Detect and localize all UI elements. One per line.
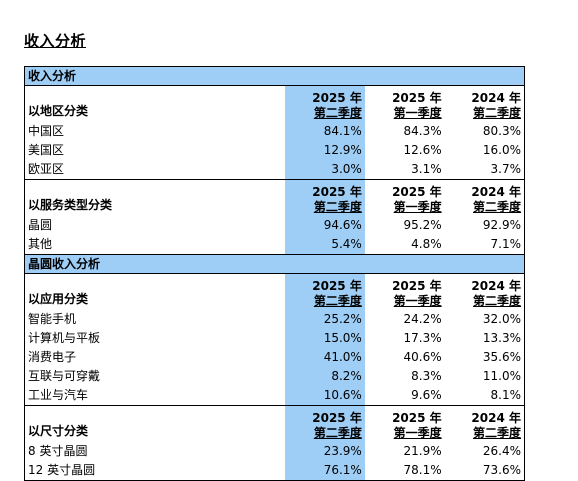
row-label: 其他 <box>24 235 285 255</box>
cell-value: 23.9% <box>285 442 365 461</box>
column-header: 2024 年第二季度 <box>444 405 525 442</box>
cell-value: 40.6% <box>403 350 442 364</box>
cell-value: 9.6% <box>364 386 445 406</box>
column-header: 2025 年第二季度 <box>285 85 365 122</box>
row-label: 工业与汽车 <box>24 386 285 406</box>
table-row: 智能手机 25.2% 24.2% 32.0% <box>24 310 525 329</box>
cell-value: 21.9% <box>403 444 442 458</box>
row-label: 12 英寸晶圆 <box>24 461 285 481</box>
row-label: 8 英寸晶圆 <box>24 442 285 461</box>
section-title-row: 晶圆收入分析 <box>24 254 525 274</box>
cell-value: 25.2% <box>285 310 365 329</box>
column-header: 2024 年第二季度 <box>444 85 525 122</box>
cell-value: 17.3% <box>403 331 442 345</box>
cell-value: 32.0% <box>444 310 525 329</box>
table-row: 计算机与平板 15.0% 17.3% 13.3% <box>24 329 525 348</box>
row-label: 消费电子 <box>24 348 285 367</box>
cell-value: 3.0% <box>285 160 365 180</box>
table-row: 8 英寸晶圆 23.9% 21.9% 26.4% <box>24 442 525 461</box>
cell-value: 78.1% <box>364 461 445 481</box>
group-label: 以服务类型分类 <box>24 179 285 216</box>
column-header: 2025 年第一季度 <box>392 91 442 120</box>
table-row: 工业与汽车 10.6% 9.6% 8.1% <box>24 386 525 406</box>
section-title-row: 收入分析 <box>24 66 525 86</box>
group-label: 以应用分类 <box>24 273 285 310</box>
group-header-row: 以服务类型分类 2025 年第二季度 2025 年第一季度 2024 年第二季度 <box>24 179 525 216</box>
cell-value: 8.1% <box>444 386 525 406</box>
row-label: 计算机与平板 <box>24 329 285 348</box>
cell-value: 16.0% <box>444 141 525 160</box>
table-row: 欧亚区 3.0% 3.1% 3.7% <box>24 160 525 180</box>
cell-value: 35.6% <box>444 348 525 367</box>
column-header: 2024 年第二季度 <box>444 179 525 216</box>
row-label: 晶圆 <box>24 216 285 235</box>
table-row: 消费电子 41.0% 40.6% 35.6% <box>24 348 525 367</box>
table-row: 互联与可穿戴 8.2% 8.3% 11.0% <box>24 367 525 386</box>
column-header: 2025 年第一季度 <box>392 411 442 440</box>
cell-value: 95.2% <box>403 218 442 232</box>
group-header-row: 以应用分类 2025 年第二季度 2025 年第一季度 2024 年第二季度 <box>24 273 525 310</box>
cell-value: 26.4% <box>444 442 525 461</box>
row-label: 中国区 <box>24 122 285 141</box>
cell-value: 73.6% <box>444 461 525 481</box>
cell-value: 84.3% <box>403 124 442 138</box>
column-header: 2024 年第二季度 <box>444 273 525 310</box>
row-label: 欧亚区 <box>24 160 285 180</box>
group-header-row: 以地区分类 2025 年第二季度 2025 年第一季度 2024 年第二季度 <box>24 85 525 122</box>
cell-value: 7.1% <box>444 235 525 255</box>
table-row: 12 英寸晶圆 76.1% 78.1% 73.6% <box>24 461 525 481</box>
cell-value: 3.1% <box>364 160 445 180</box>
row-label: 美国区 <box>24 141 285 160</box>
cell-value: 76.1% <box>285 461 365 481</box>
cell-value: 13.3% <box>444 329 525 348</box>
table-row: 晶圆 94.6% 95.2% 92.9% <box>24 216 525 235</box>
column-header: 2025 年第二季度 <box>285 405 365 442</box>
cell-value: 10.6% <box>285 386 365 406</box>
cell-value: 24.2% <box>403 312 442 326</box>
column-header: 2025 年第一季度 <box>392 279 442 308</box>
cell-value: 12.6% <box>403 143 442 157</box>
row-label: 互联与可穿戴 <box>24 367 285 386</box>
table-row: 其他 5.4% 4.8% 7.1% <box>24 235 525 255</box>
column-header: 2025 年第二季度 <box>285 273 365 310</box>
cell-value: 8.2% <box>285 367 365 386</box>
table-row: 中国区 84.1% 84.3% 80.3% <box>24 122 525 141</box>
cell-value: 80.3% <box>444 122 525 141</box>
cell-value: 84.1% <box>285 122 365 141</box>
cell-value: 94.6% <box>285 216 365 235</box>
revenue-analysis-table: 收入分析 以地区分类 2025 年第二季度 2025 年第一季度 2024 年第… <box>24 66 525 481</box>
column-header: 2025 年第一季度 <box>392 185 442 214</box>
cell-value: 11.0% <box>444 367 525 386</box>
table-row: 美国区 12.9% 12.6% 16.0% <box>24 141 525 160</box>
section-title: 晶圆收入分析 <box>24 254 285 274</box>
cell-value: 15.0% <box>285 329 365 348</box>
cell-value: 12.9% <box>285 141 365 160</box>
cell-value: 41.0% <box>285 348 365 367</box>
section-title: 收入分析 <box>24 66 285 86</box>
row-label: 智能手机 <box>24 310 285 329</box>
cell-value: 3.7% <box>444 160 525 180</box>
cell-value: 92.9% <box>444 216 525 235</box>
cell-value: 5.4% <box>285 235 365 255</box>
group-label: 以尺寸分类 <box>24 405 285 442</box>
page-title: 收入分析 <box>24 32 87 50</box>
group-label: 以地区分类 <box>24 85 285 122</box>
cell-value: 8.3% <box>411 369 442 383</box>
cell-value: 4.8% <box>411 237 442 251</box>
group-header-row: 以尺寸分类 2025 年第二季度 2025 年第一季度 2024 年第二季度 <box>24 405 525 442</box>
column-header: 2025 年第二季度 <box>285 179 365 216</box>
